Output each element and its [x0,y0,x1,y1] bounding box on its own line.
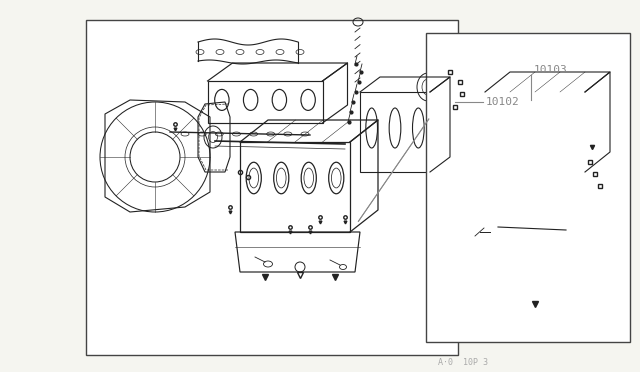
Text: 10103: 10103 [534,65,568,75]
Text: 10102: 10102 [486,97,520,107]
Bar [426,33,630,342]
Text: A·0  10P 3: A·0 10P 3 [438,358,488,367]
Bar [86,20,458,355]
